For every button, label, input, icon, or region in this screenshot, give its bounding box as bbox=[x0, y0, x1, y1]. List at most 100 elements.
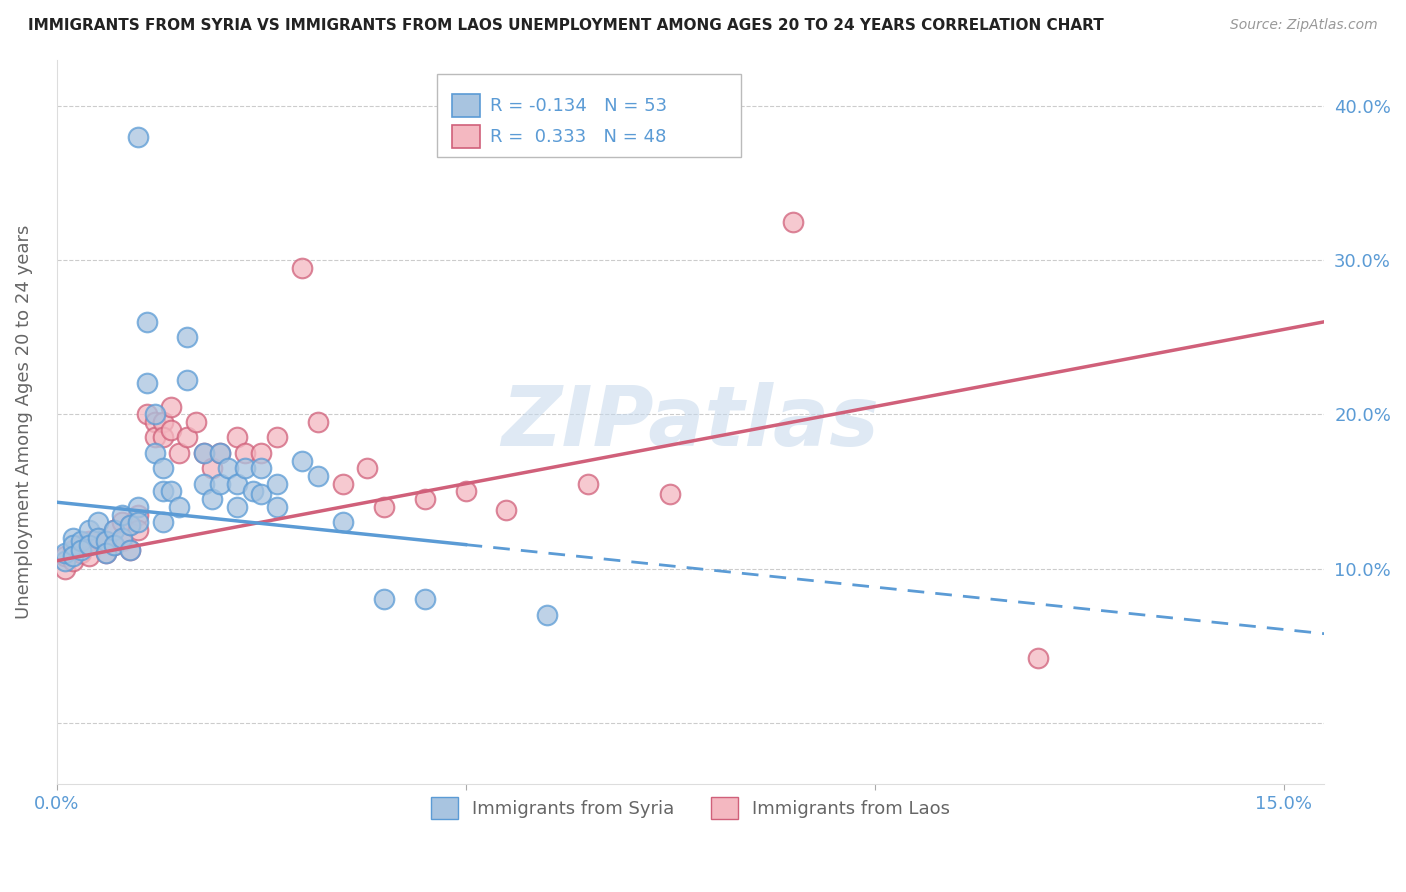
Point bbox=[291, 453, 314, 467]
Point bbox=[217, 461, 239, 475]
Text: R = -0.134   N = 53: R = -0.134 N = 53 bbox=[491, 96, 668, 115]
Point bbox=[266, 430, 288, 444]
Point bbox=[143, 415, 166, 429]
Point bbox=[454, 484, 477, 499]
Point bbox=[160, 400, 183, 414]
Point bbox=[291, 260, 314, 275]
Point bbox=[201, 461, 224, 475]
Point bbox=[127, 515, 149, 529]
Point bbox=[169, 446, 191, 460]
Point bbox=[70, 546, 93, 560]
Point bbox=[103, 523, 125, 537]
Point bbox=[152, 430, 174, 444]
Point bbox=[120, 518, 142, 533]
Point bbox=[111, 531, 134, 545]
Point bbox=[120, 543, 142, 558]
Point bbox=[184, 415, 207, 429]
Point bbox=[225, 500, 247, 514]
Point bbox=[86, 515, 108, 529]
Point bbox=[193, 446, 215, 460]
Point bbox=[127, 508, 149, 522]
Point bbox=[266, 500, 288, 514]
Point bbox=[120, 518, 142, 533]
FancyBboxPatch shape bbox=[437, 74, 741, 158]
Point bbox=[62, 531, 84, 545]
Point bbox=[79, 538, 101, 552]
Point bbox=[193, 476, 215, 491]
Point bbox=[250, 446, 273, 460]
Point bbox=[143, 446, 166, 460]
Point bbox=[201, 492, 224, 507]
Point bbox=[176, 330, 198, 344]
Point bbox=[94, 533, 117, 548]
Point bbox=[250, 487, 273, 501]
Bar bbox=[453, 125, 479, 148]
Point bbox=[176, 430, 198, 444]
Point bbox=[53, 561, 76, 575]
Point bbox=[659, 487, 682, 501]
Text: Source: ZipAtlas.com: Source: ZipAtlas.com bbox=[1230, 18, 1378, 32]
Point bbox=[120, 543, 142, 558]
Point bbox=[307, 469, 329, 483]
Point bbox=[152, 484, 174, 499]
Point bbox=[233, 446, 256, 460]
Bar bbox=[453, 95, 479, 118]
Point bbox=[135, 407, 157, 421]
Point bbox=[356, 461, 378, 475]
Point bbox=[225, 476, 247, 491]
Point bbox=[536, 607, 558, 622]
Point bbox=[242, 484, 264, 499]
Point bbox=[111, 508, 134, 522]
Point bbox=[111, 515, 134, 529]
Point bbox=[152, 515, 174, 529]
Point bbox=[193, 446, 215, 460]
Point bbox=[143, 407, 166, 421]
Point bbox=[152, 461, 174, 475]
Point bbox=[782, 214, 804, 228]
Point bbox=[127, 500, 149, 514]
Point bbox=[53, 554, 76, 568]
Point bbox=[127, 129, 149, 144]
Point bbox=[94, 546, 117, 560]
Point bbox=[53, 549, 76, 564]
Point bbox=[94, 546, 117, 560]
Point bbox=[70, 533, 93, 548]
Point bbox=[62, 538, 84, 552]
Point bbox=[103, 538, 125, 552]
Point bbox=[413, 492, 436, 507]
Text: ZIPatlas: ZIPatlas bbox=[502, 382, 879, 463]
Point bbox=[127, 523, 149, 537]
Point bbox=[79, 523, 101, 537]
Point bbox=[62, 549, 84, 564]
Point bbox=[209, 446, 232, 460]
Point bbox=[103, 523, 125, 537]
Point bbox=[1026, 651, 1049, 665]
Point bbox=[176, 373, 198, 387]
Point bbox=[103, 538, 125, 552]
Point bbox=[70, 543, 93, 558]
Legend: Immigrants from Syria, Immigrants from Laos: Immigrants from Syria, Immigrants from L… bbox=[423, 789, 957, 826]
Point bbox=[135, 376, 157, 391]
Point bbox=[160, 423, 183, 437]
Point bbox=[233, 461, 256, 475]
Point bbox=[62, 543, 84, 558]
Point bbox=[62, 554, 84, 568]
Point bbox=[70, 538, 93, 552]
Point bbox=[266, 476, 288, 491]
Point bbox=[332, 515, 354, 529]
Point bbox=[160, 484, 183, 499]
Point bbox=[111, 533, 134, 548]
Point bbox=[209, 476, 232, 491]
Point bbox=[225, 430, 247, 444]
Point bbox=[79, 549, 101, 564]
Point bbox=[576, 476, 599, 491]
Y-axis label: Unemployment Among Ages 20 to 24 years: Unemployment Among Ages 20 to 24 years bbox=[15, 225, 32, 619]
Point bbox=[152, 415, 174, 429]
Point bbox=[250, 461, 273, 475]
Point bbox=[373, 592, 395, 607]
Point bbox=[169, 500, 191, 514]
Point bbox=[86, 531, 108, 545]
Point bbox=[86, 531, 108, 545]
Point bbox=[135, 315, 157, 329]
Point bbox=[53, 546, 76, 560]
